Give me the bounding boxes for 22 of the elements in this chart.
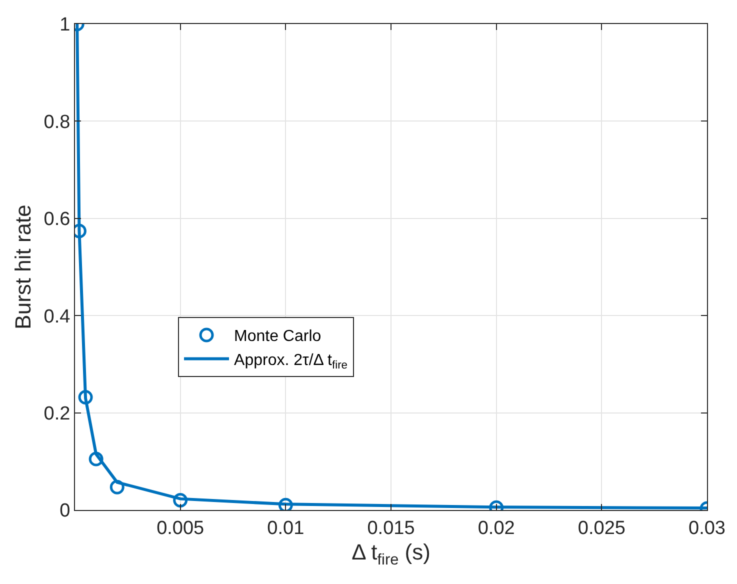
legend-label: Monte Carlo (234, 328, 322, 346)
x-tick-label: 0.015 (367, 518, 415, 539)
point (110, 480, 124, 494)
y-axis-title: Burst hit rate (10, 204, 36, 330)
point (173, 493, 188, 508)
point (88, 452, 104, 466)
x-axis-title: Δ t$_{fire}$ (s) (352, 540, 430, 568)
y-tick-label: 1 (60, 14, 70, 36)
x-tick-label: 0.005 (156, 518, 204, 539)
x-tick-label: 0.03 (688, 518, 726, 539)
y-tick-label: 0.8 (44, 112, 70, 133)
y-tick-label: 0.2 (44, 403, 70, 424)
point (278, 498, 293, 510)
x-tick-label: 0.01 (267, 518, 304, 539)
x-tick-label: 0.02 (478, 518, 515, 539)
point (78, 390, 93, 404)
legend-label: Approx. 2τ/Δ t$_{fire}$ (234, 352, 348, 372)
y-tick-label: 0 (60, 500, 70, 522)
x-tick-label: 0.025 (578, 518, 626, 539)
y-tick-label: 0.4 (44, 306, 71, 328)
line-series (75, 24, 707, 510)
y-tick-label: 0.6 (44, 209, 70, 230)
